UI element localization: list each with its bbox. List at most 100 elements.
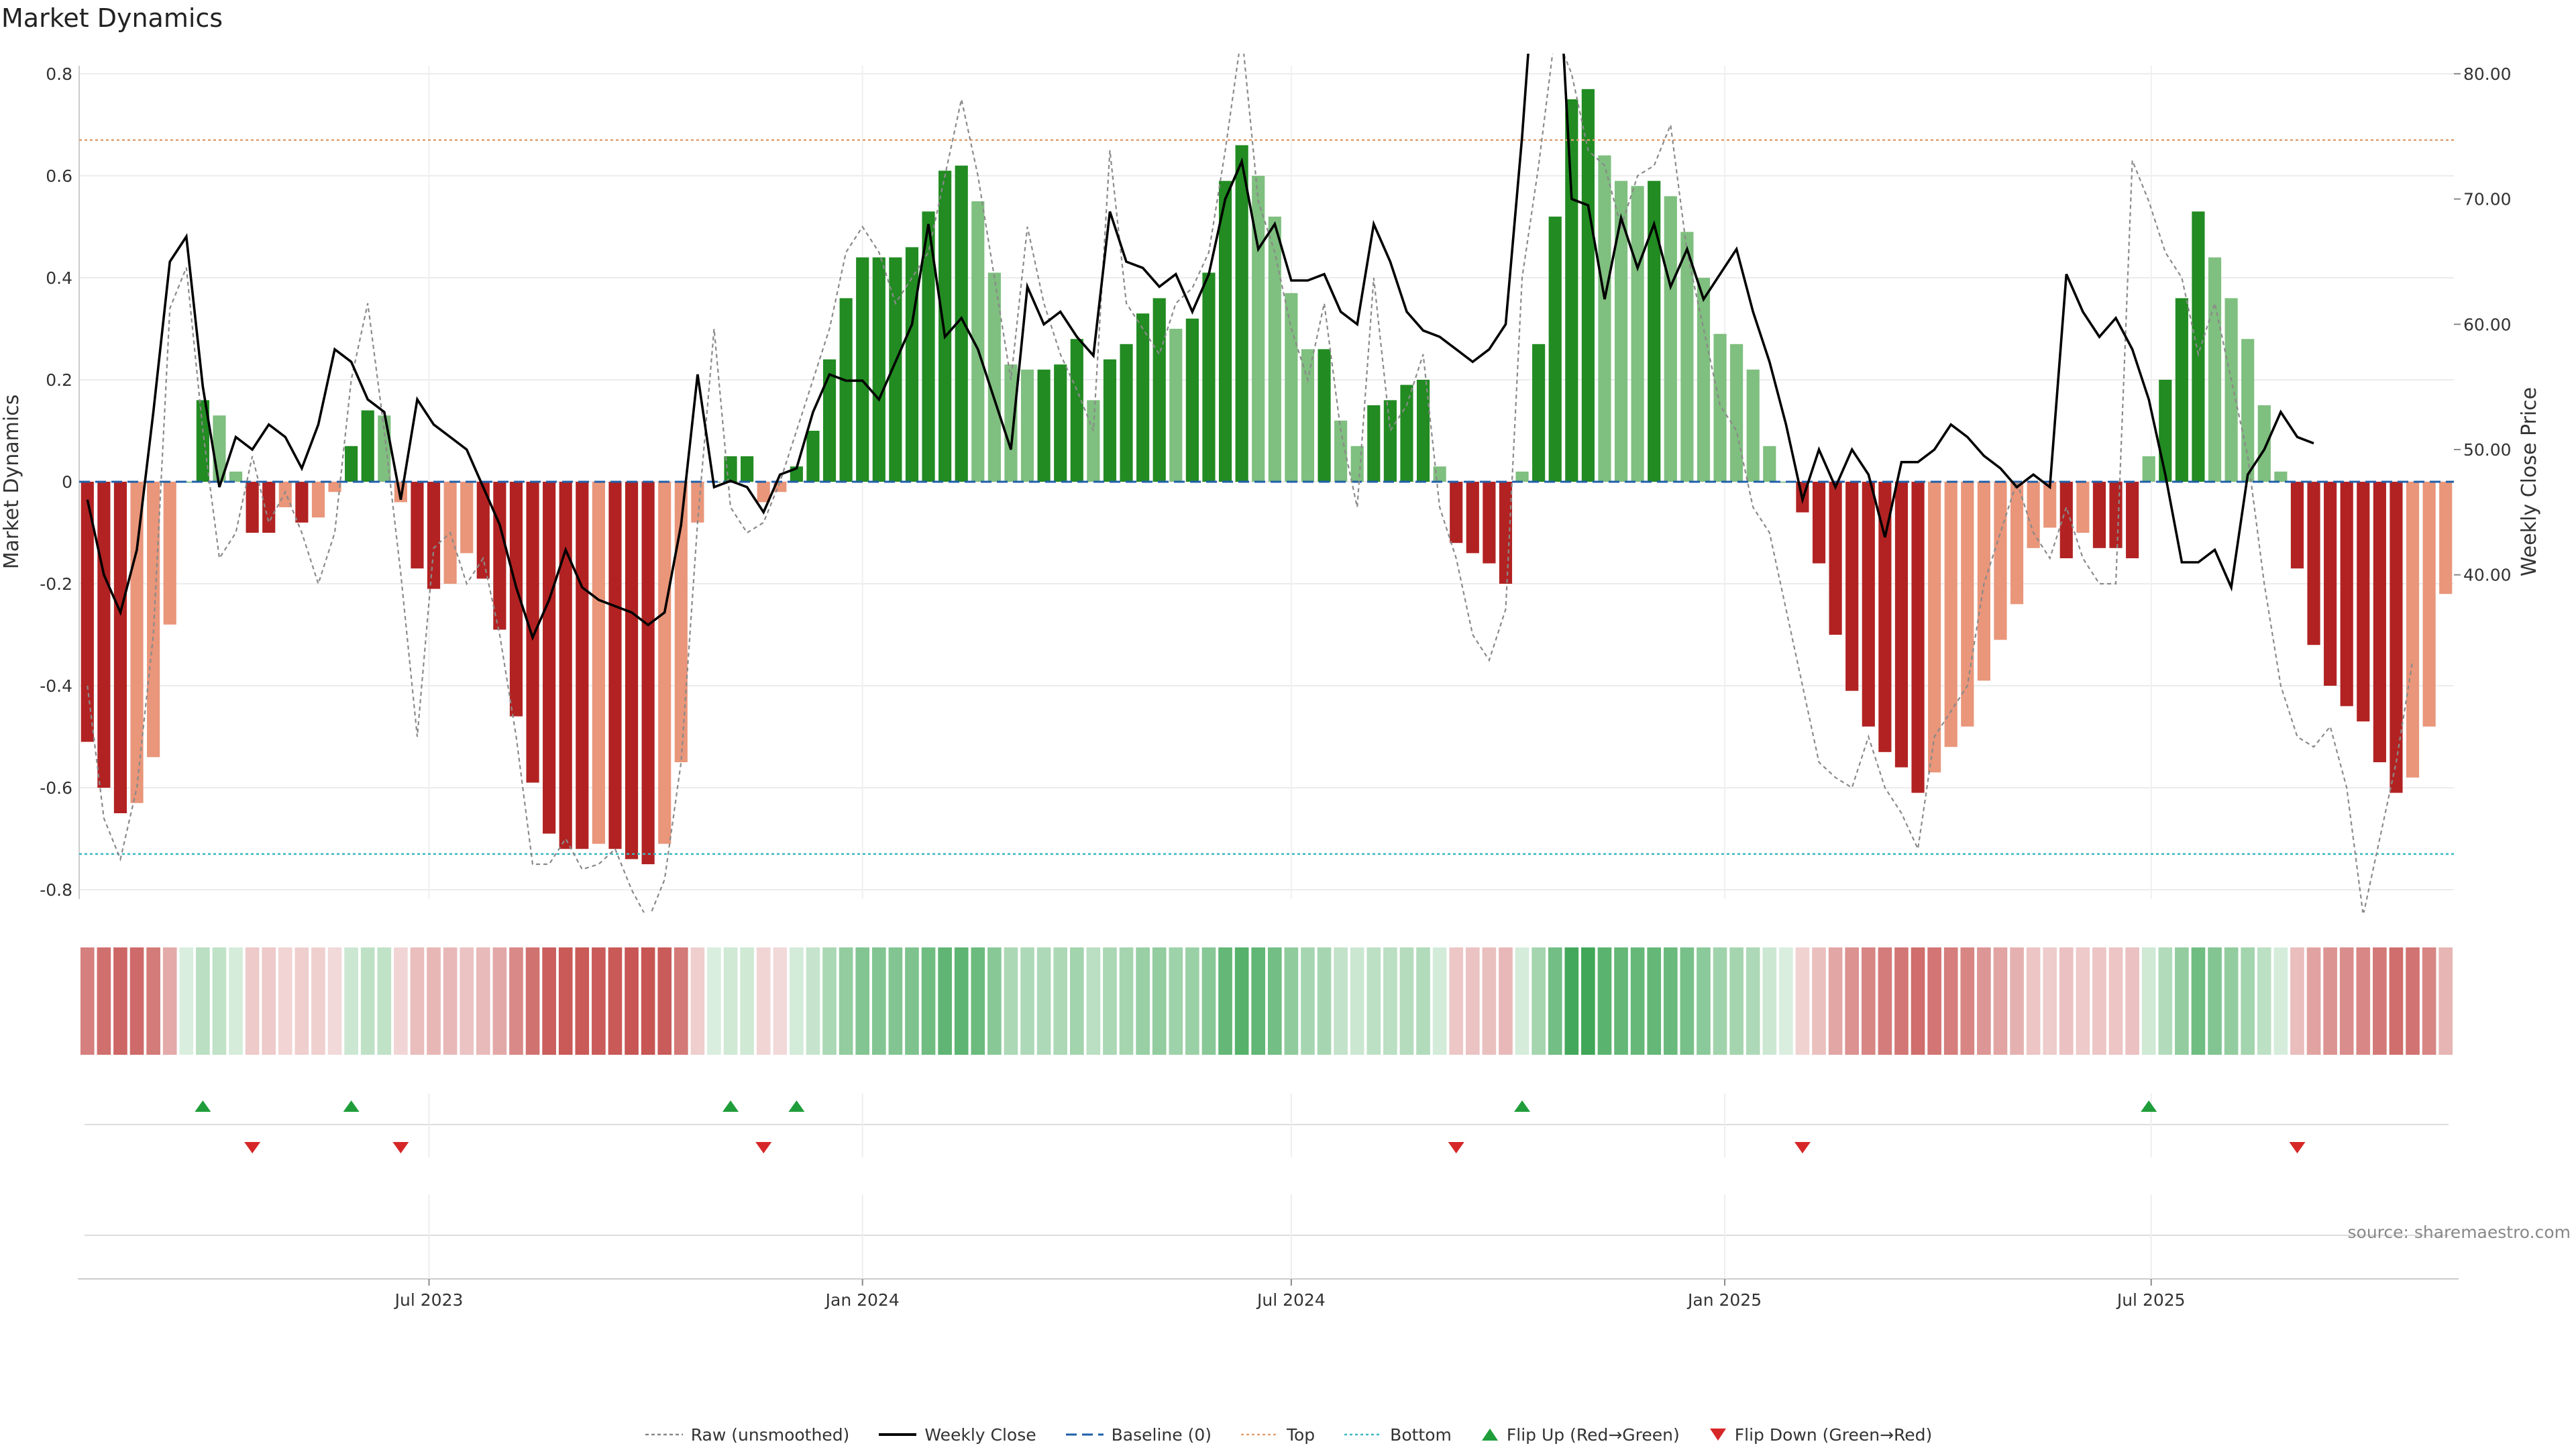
heat-cell bbox=[2273, 947, 2288, 1055]
bar bbox=[1746, 369, 1760, 482]
heat-cell bbox=[2257, 947, 2271, 1055]
heat-cell bbox=[954, 947, 969, 1055]
heat-cell bbox=[245, 947, 260, 1055]
bar bbox=[1466, 482, 1479, 554]
flip-up-marker bbox=[788, 1100, 805, 1112]
bar bbox=[938, 170, 952, 482]
legend-flip-up-label: Flip Up (Red→Green) bbox=[1506, 1424, 1680, 1445]
heat-cell bbox=[476, 947, 490, 1055]
heat-cell bbox=[1927, 947, 1941, 1055]
bar bbox=[2241, 339, 2255, 482]
bar bbox=[1548, 216, 1562, 482]
bar bbox=[1152, 298, 1166, 482]
bar bbox=[163, 482, 176, 625]
source-credit: source: sharemaestro.com bbox=[2348, 1223, 2571, 1242]
heat-cell bbox=[625, 947, 639, 1055]
heat-cell bbox=[360, 947, 375, 1055]
heat-cell bbox=[855, 947, 870, 1055]
bar bbox=[411, 482, 424, 569]
heat-cell bbox=[2356, 947, 2371, 1055]
bar bbox=[1136, 313, 1150, 482]
bar bbox=[1433, 466, 1446, 482]
heat-cell bbox=[1004, 947, 1018, 1055]
heat-cell bbox=[806, 947, 820, 1055]
heat-cell bbox=[262, 947, 276, 1055]
legend-item-flip-up: Flip Up (Red→Green) bbox=[1480, 1425, 1680, 1445]
heat-cell bbox=[377, 947, 392, 1055]
heat-cell bbox=[1201, 947, 1216, 1055]
x-tick-label: Jan 2024 bbox=[824, 1290, 900, 1310]
legend: Raw (unsmoothed) Weekly Close Baseline (… bbox=[0, 1421, 2576, 1448]
bar bbox=[1713, 333, 1727, 482]
bar bbox=[1054, 364, 1067, 482]
heat-cell bbox=[113, 947, 127, 1055]
bar bbox=[2390, 482, 2403, 793]
bar bbox=[1235, 145, 1248, 482]
heat-cell bbox=[1465, 947, 1480, 1055]
bar bbox=[1664, 196, 1677, 482]
flip-up-marker bbox=[343, 1100, 360, 1112]
heat-cell bbox=[1960, 947, 1975, 1055]
heat-cell bbox=[2422, 947, 2436, 1055]
bar bbox=[2142, 456, 2155, 482]
heat-cell bbox=[294, 947, 309, 1055]
flip-up-marker bbox=[2141, 1100, 2157, 1112]
flip-down-marker bbox=[244, 1142, 261, 1153]
heat-cell bbox=[1251, 947, 1266, 1055]
legend-item-bottom: Bottom bbox=[1343, 1425, 1452, 1445]
bar bbox=[1301, 349, 1315, 482]
heat-cell bbox=[1036, 947, 1051, 1055]
y-tick-label-left: 0 bbox=[62, 472, 72, 492]
bar bbox=[1928, 482, 1941, 773]
heat-cell bbox=[641, 947, 655, 1055]
heat-cell bbox=[80, 947, 95, 1055]
bar bbox=[2422, 482, 2436, 727]
legend-raw-swatch bbox=[645, 1433, 683, 1436]
heat-cell bbox=[1317, 947, 1332, 1055]
heat-cell bbox=[1053, 947, 1068, 1055]
legend-flip-down-label: Flip Down (Green→Red) bbox=[1734, 1424, 1933, 1445]
chart-title: Market Dynamics bbox=[1, 3, 223, 33]
heat-cell bbox=[2158, 947, 2173, 1055]
bar bbox=[1994, 482, 2007, 640]
heat-cell bbox=[1136, 947, 1150, 1055]
y-tick-label-left: 0.4 bbox=[46, 268, 72, 288]
heat-cell bbox=[1169, 947, 1183, 1055]
heat-cell bbox=[212, 947, 227, 1055]
reference-lines bbox=[79, 139, 2454, 855]
x-tick-label: Jan 2025 bbox=[1686, 1290, 1762, 1310]
bar bbox=[543, 482, 556, 834]
flip-up-icon bbox=[1481, 1429, 1498, 1441]
heat-cell bbox=[1878, 947, 1892, 1055]
heat-cell bbox=[2076, 947, 2090, 1055]
bar bbox=[1812, 482, 1826, 564]
legend-item-top: Top bbox=[1240, 1425, 1315, 1445]
y-tick-label-left: -0.6 bbox=[40, 778, 72, 798]
flip-up-marker bbox=[195, 1100, 211, 1112]
line-layer bbox=[86, 54, 2414, 913]
heat-cell bbox=[2092, 947, 2106, 1055]
heat-cell bbox=[542, 947, 556, 1055]
heat-cell bbox=[2306, 947, 2321, 1055]
bar bbox=[839, 298, 853, 482]
heat-cell bbox=[2290, 947, 2304, 1055]
heat-cell bbox=[278, 947, 292, 1055]
bar bbox=[345, 446, 358, 482]
bar bbox=[1598, 155, 1611, 482]
heat-cell bbox=[592, 947, 606, 1055]
bar bbox=[80, 482, 94, 742]
y-tick-label-left: -0.8 bbox=[40, 880, 72, 900]
bar bbox=[2224, 298, 2238, 482]
heat-cell bbox=[2373, 947, 2387, 1055]
heat-cell bbox=[1647, 947, 1662, 1055]
heat-cell bbox=[1943, 947, 1958, 1055]
heat-cell bbox=[1993, 947, 2008, 1055]
heat-cell bbox=[2043, 947, 2057, 1055]
bar bbox=[559, 482, 572, 849]
flip-down-marker bbox=[755, 1142, 772, 1153]
legend-bottom-label: Bottom bbox=[1390, 1424, 1452, 1445]
bar bbox=[856, 257, 869, 482]
bar bbox=[1944, 482, 1957, 747]
bar bbox=[493, 482, 506, 630]
bar bbox=[1845, 482, 1859, 691]
